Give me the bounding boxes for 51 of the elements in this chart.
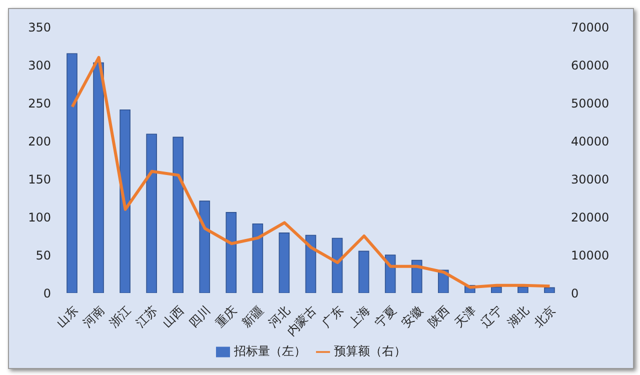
- x-tick-label: 江苏: [133, 303, 160, 330]
- x-tick-label: 天津: [452, 303, 478, 330]
- x-tick-label: 广东: [319, 303, 346, 330]
- y2-tick-label: 70000: [571, 20, 610, 34]
- y2-tick-label: 60000: [571, 58, 610, 72]
- bar: [66, 53, 78, 293]
- bar: [252, 223, 264, 293]
- bar: [278, 232, 290, 293]
- y-tick-label: 0: [43, 286, 51, 300]
- bar: [226, 212, 237, 293]
- x-tick-label: 北京: [531, 303, 558, 330]
- y2-tick-label: 40000: [571, 134, 610, 148]
- bar: [518, 286, 528, 293]
- line-series: [70, 56, 552, 289]
- x-tick-label: 重庆: [212, 303, 240, 330]
- x-tick-label: 安徽: [398, 303, 426, 330]
- y2-tick-label: 20000: [571, 210, 610, 224]
- y2-tick-label: 30000: [571, 172, 610, 186]
- x-tick-label: 辽宁: [478, 303, 506, 330]
- y-tick-label: 300: [28, 58, 51, 72]
- bar: [172, 136, 184, 293]
- y-tick-label: 50: [36, 248, 51, 262]
- bar: [120, 109, 130, 293]
- legend-label: 预算额（右）: [334, 344, 406, 358]
- bar: [332, 238, 343, 293]
- y2-tick-label: 10000: [571, 248, 610, 262]
- y2-tick-label: 50000: [571, 96, 610, 110]
- x-tick-label: 河南: [80, 303, 108, 330]
- bar: [146, 134, 157, 293]
- x-tick-label: 浙江: [106, 303, 134, 330]
- bar: [358, 250, 370, 293]
- bar: [491, 286, 502, 293]
- bar: [544, 287, 555, 293]
- y-tick-label: 350: [28, 20, 51, 34]
- bar: [305, 234, 316, 293]
- x-tick-label: 上海: [346, 303, 372, 330]
- x-tick-label: 陕西: [425, 303, 452, 330]
- bar: [93, 62, 104, 293]
- legend-label: 招标量（左）: [234, 344, 306, 358]
- x-tick-label: 四川: [186, 303, 214, 330]
- y-tick-label: 250: [28, 96, 51, 110]
- y-tick-label: 200: [28, 134, 51, 148]
- x-tick-label: 新疆: [239, 303, 266, 330]
- bar: [199, 200, 210, 293]
- x-tick-label: 湖北: [504, 303, 532, 330]
- x-tick-label: 宁夏: [372, 303, 399, 330]
- y-tick-label: 100: [28, 210, 51, 224]
- x-tick-label: 山东: [54, 303, 81, 330]
- y-tick-label: 150: [28, 172, 51, 186]
- y2-tick-label: 0: [571, 286, 579, 300]
- x-tick-label: 山西: [160, 303, 187, 330]
